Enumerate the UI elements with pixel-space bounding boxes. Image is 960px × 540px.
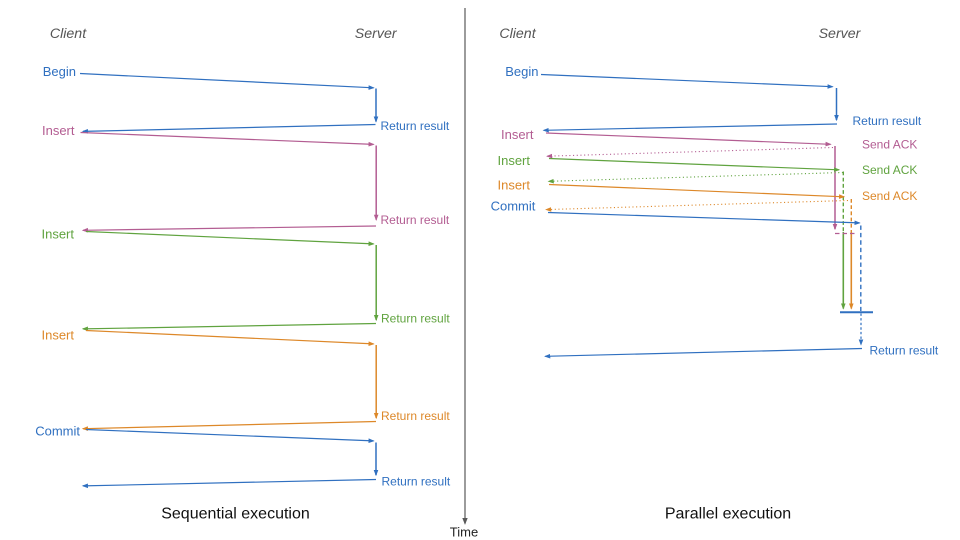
svg-text:Server: Server: [355, 26, 398, 42]
svg-text:Insert: Insert: [497, 178, 530, 193]
svg-text:Insert: Insert: [41, 226, 74, 241]
svg-text:Insert: Insert: [501, 127, 534, 142]
svg-text:Insert: Insert: [41, 327, 74, 342]
svg-text:Send ACK: Send ACK: [862, 189, 917, 203]
svg-text:Begin: Begin: [505, 64, 538, 79]
svg-text:Parallel execution: Parallel execution: [665, 506, 791, 523]
svg-text:Return result: Return result: [853, 114, 922, 128]
svg-text:Time: Time: [450, 525, 478, 540]
svg-text:Return result: Return result: [381, 213, 450, 227]
svg-text:Begin: Begin: [43, 64, 76, 79]
svg-text:Server: Server: [819, 26, 862, 42]
svg-text:Insert: Insert: [42, 123, 75, 138]
svg-text:Return result: Return result: [381, 119, 450, 133]
svg-text:Return result: Return result: [382, 475, 451, 489]
svg-text:Insert: Insert: [497, 153, 530, 168]
svg-text:Send ACK: Send ACK: [862, 137, 917, 151]
svg-text:Sequential execution: Sequential execution: [161, 506, 310, 523]
svg-text:Commit: Commit: [491, 199, 536, 214]
svg-text:Client: Client: [50, 26, 87, 42]
svg-text:Send ACK: Send ACK: [862, 163, 917, 177]
svg-text:Commit: Commit: [35, 423, 80, 438]
svg-text:Return result: Return result: [381, 312, 450, 326]
svg-text:Return result: Return result: [381, 409, 450, 423]
svg-text:Client: Client: [499, 26, 536, 42]
svg-text:Return result: Return result: [870, 344, 939, 358]
